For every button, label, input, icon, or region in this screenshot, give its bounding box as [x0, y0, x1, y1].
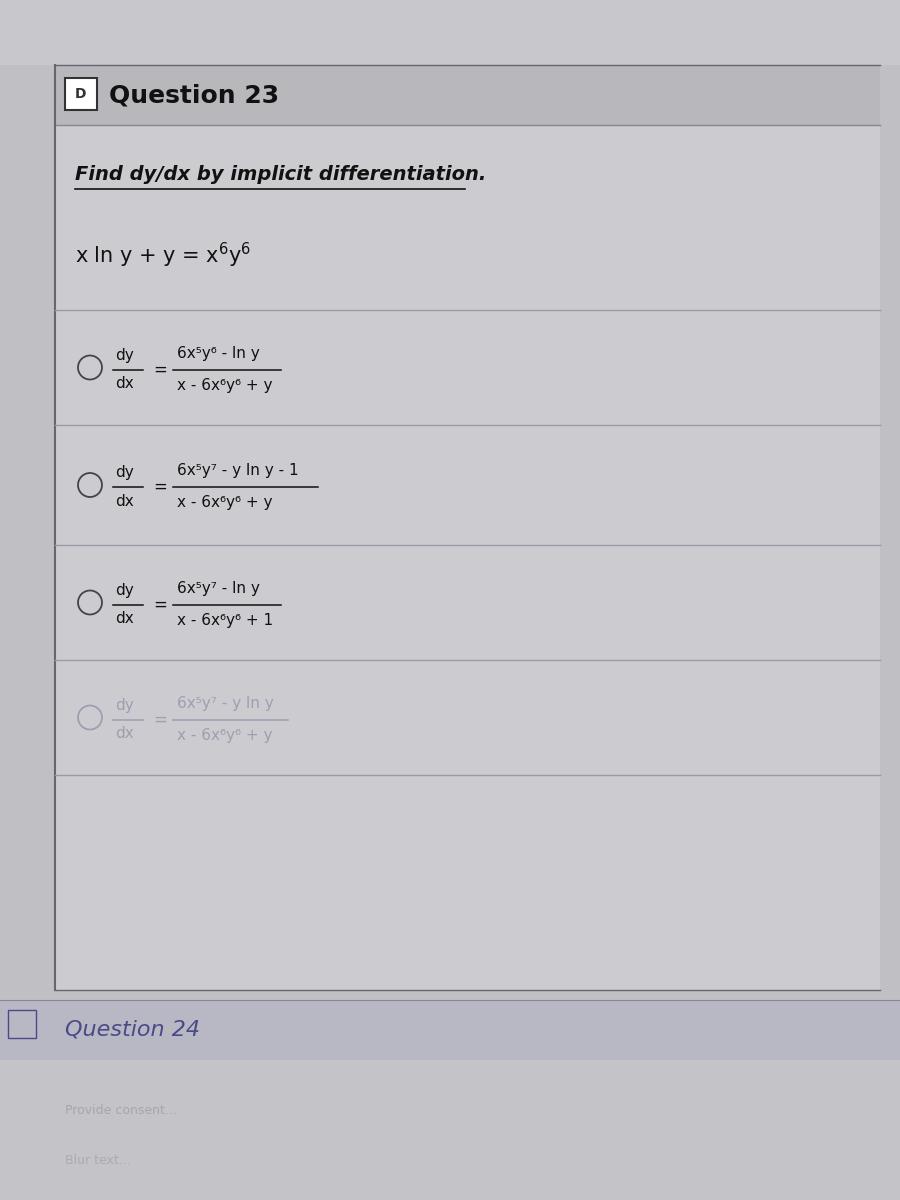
Text: =: =: [153, 595, 166, 613]
Text: x - 6x⁶y⁶ + y: x - 6x⁶y⁶ + y: [177, 378, 273, 392]
Text: x - 6x⁶y⁶ + y: x - 6x⁶y⁶ + y: [177, 496, 273, 510]
Text: dy: dy: [115, 348, 134, 362]
Text: dy: dy: [115, 698, 134, 713]
Text: dy: dy: [115, 583, 134, 598]
Text: dx: dx: [115, 726, 134, 740]
Text: =: =: [153, 360, 166, 378]
Bar: [0, 1000, 900, 1060]
Text: Question 23: Question 23: [109, 83, 279, 107]
Bar: [65, 78, 97, 110]
Text: dy: dy: [115, 466, 134, 480]
Text: Blur text...: Blur text...: [65, 1153, 130, 1166]
Bar: [0, 1060, 900, 1200]
Text: 6x⁵y⁷ - ln y: 6x⁵y⁷ - ln y: [177, 581, 260, 596]
Bar: [0, 0, 900, 65]
Text: 6x⁵y⁷ - y ln y - 1: 6x⁵y⁷ - y ln y - 1: [177, 463, 299, 479]
Text: dx: dx: [115, 376, 134, 391]
Text: =: =: [153, 478, 166, 496]
Bar: [55, 125, 880, 990]
Text: =: =: [153, 710, 166, 728]
Text: 6x⁵y⁷ - y ln y: 6x⁵y⁷ - y ln y: [177, 696, 274, 710]
Text: x - 6x⁶y⁶ + 1: x - 6x⁶y⁶ + 1: [177, 613, 273, 628]
Text: D: D: [76, 86, 86, 101]
Text: dx: dx: [115, 611, 134, 626]
Text: x ln y + y = x$^6$y$^6$: x ln y + y = x$^6$y$^6$: [75, 240, 251, 270]
Bar: [55, 65, 880, 125]
Text: Provide consent...: Provide consent...: [65, 1104, 177, 1116]
Text: 6x⁵y⁶ - ln y: 6x⁵y⁶ - ln y: [177, 346, 260, 361]
Text: x - 6x⁶y⁶ + y: x - 6x⁶y⁶ + y: [177, 728, 273, 743]
Bar: [8, 1010, 36, 1038]
Text: dx: dx: [115, 493, 134, 509]
Text: Question 24: Question 24: [65, 1020, 200, 1040]
Text: Find dy/dx by implicit differentiation.: Find dy/dx by implicit differentiation.: [75, 166, 486, 185]
